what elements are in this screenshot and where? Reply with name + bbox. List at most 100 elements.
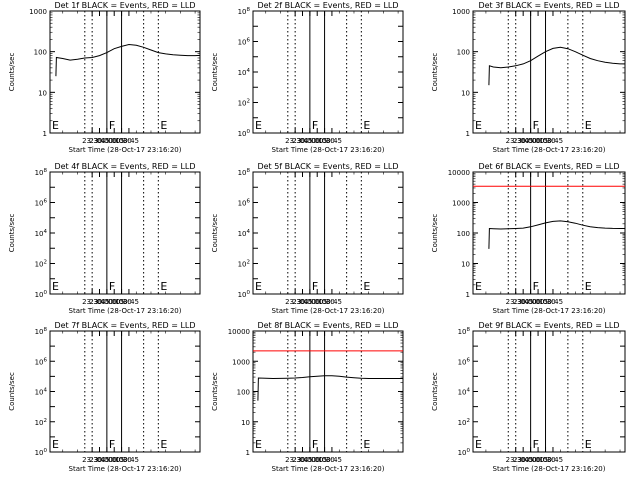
y-tick-label: 100 bbox=[238, 290, 251, 299]
x-tick-label: 00:15 bbox=[307, 298, 327, 306]
x-axis-label: Start Time (28-Oct-17 23:16:20) bbox=[69, 146, 182, 154]
x-axis-label: Start Time (28-Oct-17 23:16:20) bbox=[69, 307, 182, 315]
y-tick-label: 1000 bbox=[452, 8, 470, 16]
x-tick-label: 00:00 bbox=[97, 137, 117, 145]
detector-panel: Det 9f BLACK = Events, RED = LLD 100 102 10… bbox=[431, 321, 626, 473]
x-tick-label: 23:45 bbox=[513, 137, 533, 145]
plot-frame bbox=[252, 10, 404, 134]
x-tick-label: 00:30 bbox=[111, 456, 131, 464]
detector-panel: Det 2f BLACK = Events, RED = LLD 100 102 10… bbox=[211, 1, 404, 154]
y-tick-label: 104 bbox=[238, 229, 251, 238]
x-tick-label: 00:30 bbox=[535, 137, 555, 145]
marker-letter: F bbox=[533, 438, 539, 451]
x-tick-label: 00:15 bbox=[528, 456, 548, 464]
detector-panel: Det 6f BLACK = Events, RED = LLD 1 10 100 10… bbox=[431, 162, 626, 315]
x-tick-label: 00:45 bbox=[322, 137, 342, 145]
y-tick-label: 106 bbox=[35, 357, 48, 366]
x-tick-label: 00:45 bbox=[322, 298, 342, 306]
x-tick-label: 23:30 bbox=[82, 456, 102, 464]
x-tick-label: 23:30 bbox=[285, 298, 305, 306]
x-tick-label: 00:30 bbox=[111, 137, 131, 145]
x-tick-label: 00:45 bbox=[119, 298, 139, 306]
y-tick-label: 100 bbox=[457, 49, 470, 57]
x-tick-label: 00:45 bbox=[119, 456, 139, 464]
y-tick-label: 104 bbox=[238, 68, 251, 77]
x-axis-label: Start Time (28-Oct-17 23:16:20) bbox=[493, 465, 606, 473]
marker-letter: E bbox=[475, 280, 482, 293]
marker-letter: E bbox=[52, 438, 59, 451]
x-tick-label: 23:45 bbox=[89, 456, 109, 464]
x-tick-label: 00:45 bbox=[322, 456, 342, 464]
x-tick-label: 00:15 bbox=[104, 298, 124, 306]
y-tick-label: 1000 bbox=[452, 200, 470, 208]
event-rate-line bbox=[488, 46, 625, 86]
x-tick-label: 23:45 bbox=[292, 298, 312, 306]
plot-frame bbox=[49, 10, 201, 134]
panel-title: Det 1f BLACK = Events, RED = LLD bbox=[54, 1, 195, 10]
y-axis-label: Counts/sec bbox=[211, 214, 219, 253]
y-axis-label: Counts/sec bbox=[431, 372, 439, 411]
y-tick-label: 102 bbox=[35, 418, 47, 427]
x-tick-label: 00:15 bbox=[307, 137, 327, 145]
marker-letter: E bbox=[585, 119, 592, 132]
x-tick-label: 23:30 bbox=[82, 298, 102, 306]
marker-letter: F bbox=[109, 438, 115, 451]
x-tick-label: 00:00 bbox=[521, 456, 541, 464]
y-axis-label: Counts/sec bbox=[431, 214, 439, 253]
x-axis-label: Start Time (28-Oct-17 23:16:20) bbox=[69, 465, 182, 473]
panel-title: Det 9f BLACK = Events, RED = LLD bbox=[478, 321, 619, 330]
x-tick-label: 00:15 bbox=[307, 456, 327, 464]
y-tick-label: 104 bbox=[35, 388, 48, 397]
y-tick-label: 1 bbox=[466, 291, 470, 299]
y-tick-label: 106 bbox=[458, 357, 471, 366]
marker-letter: F bbox=[312, 438, 318, 451]
y-axis-label: Counts/sec bbox=[431, 53, 439, 92]
y-tick-label: 108 bbox=[458, 327, 471, 336]
y-axis-label: Counts/sec bbox=[8, 214, 16, 253]
marker-letter: E bbox=[52, 119, 59, 132]
x-tick-label: 00:30 bbox=[535, 298, 555, 306]
y-axis-label: Counts/sec bbox=[8, 53, 16, 92]
marker-letter: E bbox=[363, 438, 370, 451]
marker-letter: E bbox=[160, 119, 167, 132]
y-axis-label: Counts/sec bbox=[211, 53, 219, 92]
x-tick-label: 00:15 bbox=[528, 298, 548, 306]
x-tick-label: 00:30 bbox=[535, 456, 555, 464]
x-tick-label: 00:00 bbox=[300, 456, 320, 464]
y-tick-label: 10 bbox=[461, 261, 470, 269]
marker-letter: E bbox=[255, 119, 262, 132]
y-tick-label: 106 bbox=[238, 199, 251, 208]
plot-frame bbox=[472, 171, 626, 295]
x-tick-label: 00:30 bbox=[314, 298, 334, 306]
y-tick-label: 10000 bbox=[448, 169, 470, 177]
x-tick-label: 00:45 bbox=[543, 456, 563, 464]
marker-letter: E bbox=[255, 438, 262, 451]
marker-letter: E bbox=[475, 119, 482, 132]
panel-title: Det 2f BLACK = Events, RED = LLD bbox=[257, 1, 398, 10]
y-tick-label: 1 bbox=[246, 449, 250, 457]
y-tick-label: 102 bbox=[458, 418, 470, 427]
y-tick-label: 108 bbox=[35, 327, 48, 336]
panel-title: Det 6f BLACK = Events, RED = LLD bbox=[478, 162, 619, 171]
x-tick-label: 23:30 bbox=[506, 456, 526, 464]
x-tick-label: 23:30 bbox=[82, 137, 102, 145]
y-tick-label: 10000 bbox=[228, 328, 250, 336]
marker-letter: F bbox=[312, 119, 318, 132]
marker-letter: E bbox=[160, 280, 167, 293]
x-tick-label: 23:45 bbox=[513, 298, 533, 306]
x-axis-label: Start Time (28-Oct-17 23:16:20) bbox=[272, 465, 385, 473]
x-tick-label: 23:30 bbox=[285, 456, 305, 464]
x-tick-label: 23:45 bbox=[513, 456, 533, 464]
y-tick-label: 100 bbox=[35, 448, 48, 457]
x-tick-label: 23:45 bbox=[292, 137, 312, 145]
x-tick-label: 00:00 bbox=[97, 298, 117, 306]
y-tick-label: 100 bbox=[34, 49, 47, 57]
x-tick-label: 00:30 bbox=[314, 456, 334, 464]
x-tick-label: 00:45 bbox=[543, 298, 563, 306]
marker-letter: E bbox=[475, 438, 482, 451]
y-tick-label: 106 bbox=[238, 38, 251, 47]
x-tick-label: 00:15 bbox=[104, 456, 124, 464]
y-tick-label: 108 bbox=[238, 7, 251, 16]
marker-letter: E bbox=[255, 280, 262, 293]
x-tick-label: 23:45 bbox=[89, 298, 109, 306]
